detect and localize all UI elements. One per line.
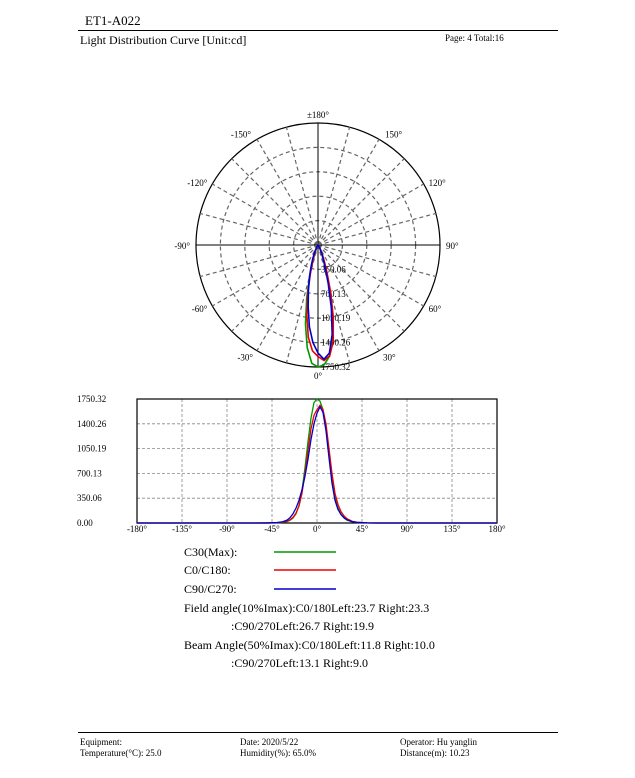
polar-spoke (317, 244, 380, 351)
polar-spoke (256, 244, 319, 351)
polar-radial-label: 1750.32 (321, 362, 350, 372)
polar-spoke (317, 127, 351, 246)
polar-spoke (285, 244, 319, 363)
footer-distance: Distance(m): 10.23 (400, 748, 470, 758)
polar-angle-label: -30° (237, 353, 253, 363)
line-x-tick-label: -45° (264, 524, 280, 534)
line-y-tick-label: 0.00 (77, 518, 93, 528)
polar-series-c90 (307, 244, 333, 361)
page-indicator: Page: 4 Total:16 (445, 33, 504, 43)
polar-spoke (231, 244, 319, 332)
beam-angle-c0: Beam Angle(50%Imax):C0/180Left:11.8 Righ… (184, 638, 435, 652)
polar-angle-label: -90° (174, 241, 190, 251)
beam-angle-c90: :C90/270Left:13.1 Right:9.0 (231, 656, 368, 670)
polar-radial-label: 700.13 (321, 289, 346, 299)
polar-spoke (200, 244, 319, 278)
polar-angle-label: -60° (192, 304, 208, 314)
line-x-tick-label: -135° (172, 524, 192, 534)
polar-angle-label: -120° (187, 178, 207, 188)
polar-spoke (317, 183, 424, 246)
polar-angle-label: 90° (446, 241, 459, 251)
polar-spoke (317, 212, 436, 246)
legend-swatches (274, 551, 336, 590)
polar-angle-label: 60° (429, 304, 442, 314)
line-x-tick-label: 0° (313, 524, 322, 534)
polar-spoke (317, 244, 405, 332)
polar-radial-label: 1400.26 (321, 338, 351, 348)
page-title: Light Distribution Curve [Unit:cd] (80, 33, 247, 47)
footer-humidity: Humidity(%): 65.0% (240, 748, 316, 758)
legend-label-c30: C30(Max): (184, 545, 238, 559)
line-y-tick-label: 700.13 (77, 468, 102, 478)
polar-angle-label: -150° (231, 129, 251, 139)
line-x-tick-label: -180° (127, 524, 147, 534)
line-series-c0 (137, 404, 497, 524)
line-y-tick-label: 1750.32 (77, 394, 106, 404)
polar-angle-label: 120° (429, 178, 447, 188)
line-y-tick-label: 1400.26 (77, 419, 107, 429)
polar-spoke (256, 139, 319, 246)
footer-divider (78, 732, 558, 733)
polar-angle-label: ±180° (307, 110, 329, 120)
polar-spoke (317, 244, 436, 278)
polar-angle-label: 30° (383, 353, 396, 363)
legend-label-c90: C90/C270: (184, 582, 237, 596)
polar-spoke (317, 139, 380, 246)
line-y-tick-label: 1050.19 (77, 444, 107, 454)
polar-radial-label: 350.06 (321, 264, 346, 274)
polar-spoke (317, 244, 424, 307)
polar-spoke (212, 244, 319, 307)
header-divider (78, 30, 558, 31)
polar-spoke (285, 127, 319, 246)
line-x-tick-label: 45° (356, 524, 369, 534)
line-x-tick-label: -90° (219, 524, 235, 534)
line-x-tick-label: 180° (488, 524, 506, 534)
line-x-tick-label: 90° (401, 524, 414, 534)
polar-angle-label: 150° (385, 129, 403, 139)
line-y-tick-label: 350.06 (77, 493, 102, 503)
polar-spoke (212, 183, 319, 246)
polar-chart: ±180° -150° 150° -120° 120° -90° 90° -60° 60° -30… (174, 110, 459, 381)
line-chart: 0.00 350.06 700.13 1050.19 1400.26 1750.32 -18… (77, 394, 506, 534)
field-angle-c0: Field angle(10%Imax):C0/180Left:23.7 Rig… (184, 601, 430, 615)
field-angle-c90: :C90/270Left:26.7 Right:19.9 (231, 619, 374, 633)
footer-operator: Operator: Hu yanglin (400, 737, 477, 747)
document-id: ET1-A022 (85, 13, 141, 28)
line-series-c90 (137, 405, 497, 524)
footer-temperature: Temperature(°C): 25.0 (80, 748, 162, 758)
polar-radial-label: 1050.19 (321, 313, 351, 323)
polar-spoke (231, 158, 319, 246)
footer-date: Date: 2020/5/22 (240, 737, 299, 747)
polar-angle-label: 0° (314, 371, 323, 381)
footer-equipment: Equipment: (80, 737, 122, 747)
line-x-tick-label: 135° (443, 524, 461, 534)
polar-spoke (200, 212, 319, 246)
legend-label-c0: C0/C180: (184, 563, 231, 577)
polar-spoke (317, 158, 405, 246)
polar-spoke (317, 244, 351, 363)
